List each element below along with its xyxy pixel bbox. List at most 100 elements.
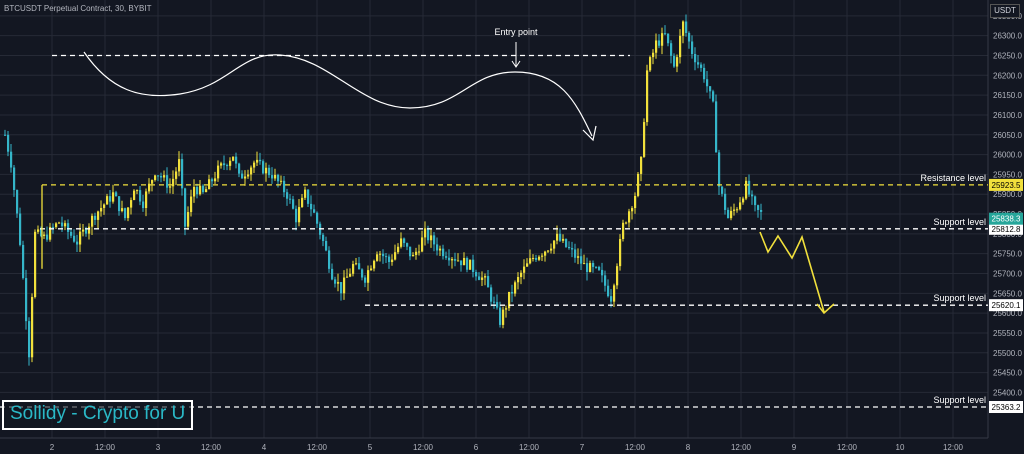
candle-body	[511, 291, 514, 294]
candle-body	[520, 272, 523, 278]
candle-body	[415, 251, 418, 255]
candle-body	[85, 229, 88, 234]
candle-body	[337, 282, 340, 284]
candle-body	[700, 64, 703, 68]
candle-body	[43, 234, 46, 236]
candle-body	[397, 246, 400, 253]
candle-body	[322, 234, 325, 241]
candle-body	[529, 258, 532, 264]
candle-body	[220, 163, 223, 166]
candle-body	[178, 159, 181, 172]
candle-body	[385, 256, 388, 258]
candle-body	[166, 175, 169, 188]
y-tick-label: 26100.0	[993, 111, 1022, 120]
y-tick-label: 25750.0	[993, 250, 1022, 259]
candle-body	[496, 302, 499, 308]
candle-body	[658, 40, 661, 46]
candle-body	[574, 249, 577, 258]
candle-body	[649, 57, 652, 71]
candle-body	[154, 175, 157, 181]
y-tick-label: 25600.0	[993, 309, 1022, 318]
level-label: Support level	[933, 217, 986, 227]
candle-body	[760, 209, 763, 212]
candle-body	[124, 208, 127, 219]
x-tick-label: 8	[686, 443, 691, 452]
candle-body	[82, 229, 85, 232]
candle-body	[628, 211, 631, 223]
x-tick-label: 12:00	[413, 443, 434, 452]
candle-body	[673, 55, 676, 67]
candle-body	[451, 259, 454, 261]
candle-body	[343, 277, 346, 294]
candle-body	[229, 160, 232, 166]
candle-body	[565, 238, 568, 247]
y-tick-label: 25900.0	[993, 190, 1022, 199]
candle-body	[97, 211, 100, 220]
currency-badge[interactable]: USDT	[990, 4, 1020, 18]
candle-body	[202, 185, 205, 193]
candle-body	[280, 180, 283, 182]
candle-body	[580, 256, 583, 264]
candle-body	[208, 179, 211, 190]
candle-body	[472, 259, 475, 272]
candle-body	[532, 258, 535, 260]
candle-body	[643, 122, 646, 157]
candle-body	[181, 159, 184, 189]
candle-body	[157, 175, 160, 177]
candle-body	[688, 32, 691, 42]
candle-body	[586, 263, 589, 272]
y-tick-label: 25500.0	[993, 349, 1022, 358]
y-tick-label: 26150.0	[993, 91, 1022, 100]
level-price-text: 25620.1	[992, 301, 1021, 310]
entry-point-label: Entry point	[494, 27, 538, 37]
candle-body	[622, 222, 625, 240]
candle-body	[733, 209, 736, 211]
candle-body	[583, 263, 586, 265]
candle-body	[625, 222, 628, 224]
candle-body	[196, 186, 199, 195]
level-price-text: 25923.5	[992, 181, 1021, 190]
candle-body	[100, 207, 103, 212]
candle-body	[226, 165, 229, 167]
candle-body	[442, 248, 445, 257]
candle-body	[298, 207, 301, 223]
candle-body	[286, 192, 289, 199]
candle-body	[448, 257, 451, 261]
candle-body	[751, 194, 754, 197]
candle-body	[49, 226, 52, 240]
candle-body	[109, 196, 112, 202]
candle-body	[556, 233, 559, 241]
candle-body	[499, 307, 502, 325]
candle-body	[277, 174, 280, 182]
candle-body	[295, 208, 298, 223]
level-price-text: 25363.2	[992, 403, 1021, 412]
candle-body	[421, 237, 424, 252]
candle-body	[394, 252, 397, 260]
candle-body	[76, 241, 79, 245]
x-tick-label: 10	[896, 443, 905, 452]
candle-body	[289, 198, 292, 200]
candle-body	[67, 223, 70, 232]
x-tick-label: 12:00	[943, 443, 964, 452]
candle-body	[316, 212, 319, 224]
candle-body	[613, 285, 616, 302]
candle-body	[328, 250, 331, 269]
candle-body	[460, 260, 463, 266]
candle-body	[517, 277, 520, 283]
candle-body	[667, 33, 670, 44]
candle-body	[712, 91, 715, 102]
candle-body	[412, 254, 415, 257]
candle-body	[118, 196, 121, 212]
candle-body	[463, 258, 466, 266]
candle-body	[664, 33, 667, 35]
candle-body	[730, 210, 733, 219]
candle-body	[646, 70, 649, 123]
candle-body	[571, 248, 574, 250]
candle-body	[610, 296, 613, 302]
candle-body	[235, 156, 238, 164]
x-tick-label: 5	[368, 443, 373, 452]
candle-body	[754, 196, 757, 206]
candle-body	[4, 134, 7, 136]
